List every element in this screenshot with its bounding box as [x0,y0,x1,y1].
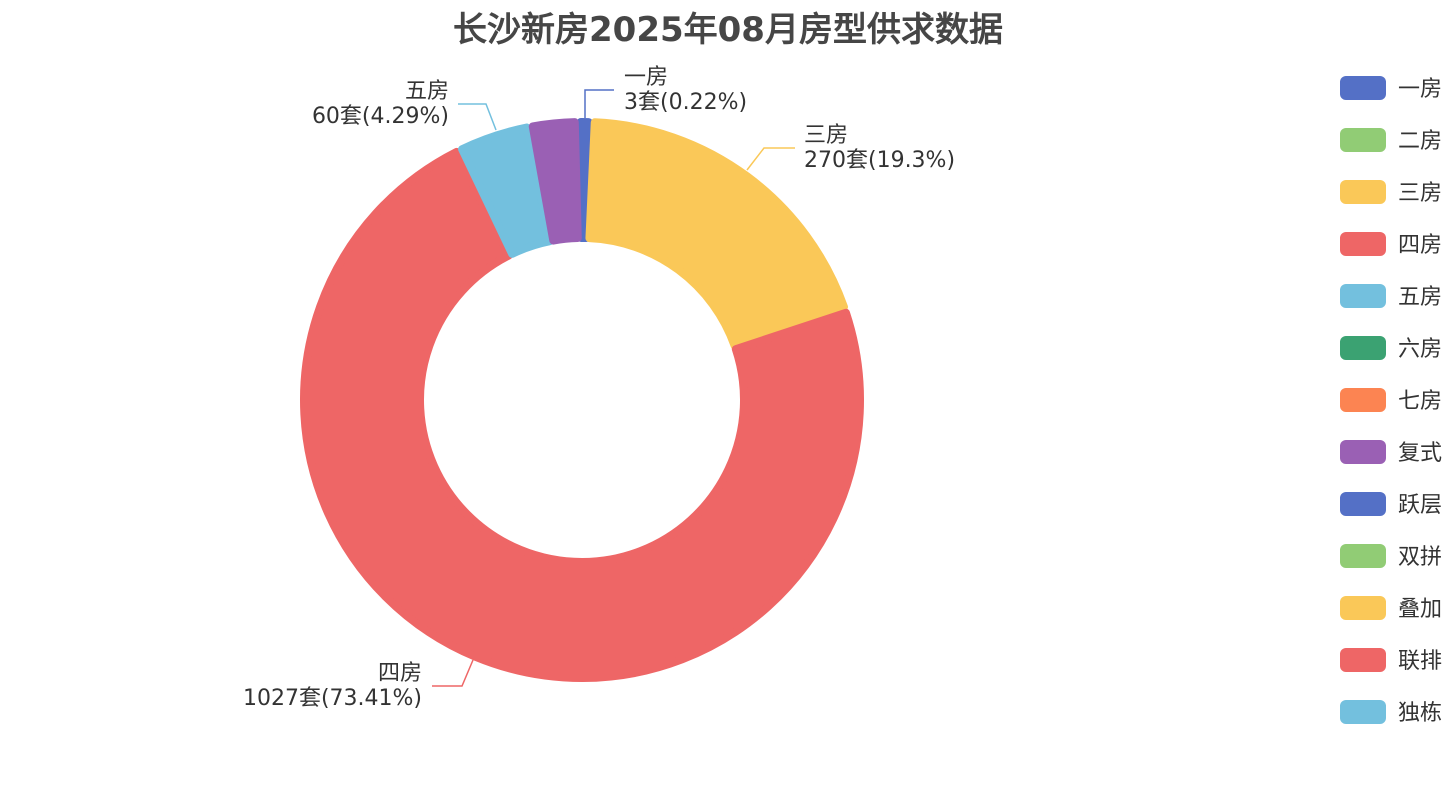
chart-title: 长沙新房2025年08月房型供求数据 [453,10,1003,50]
legend-label: 三房 [1398,181,1442,206]
slice-label-value-四房: 1027套(73.41%) [243,686,422,711]
legend-swatch [1340,76,1386,100]
legend-label: 四房 [1398,233,1442,258]
legend-item-五房[interactable]: 五房 [1340,284,1442,310]
leader-line-五房 [458,103,497,131]
legend-swatch [1340,596,1386,620]
legend-item-四房[interactable]: 四房 [1340,232,1442,258]
pie-slice-三房[interactable] [585,118,848,350]
legend-swatch [1340,648,1386,672]
legend-swatch [1340,388,1386,412]
legend-label: 六房 [1398,337,1442,362]
slice-label-value-三房: 270套(19.3%) [804,148,955,173]
slice-label-name-一房: 一房 [624,65,668,90]
legend-item-二房[interactable]: 二房 [1340,128,1442,154]
legend-swatch [1340,336,1386,360]
legend-label: 二房 [1398,129,1442,154]
slice-label-value-一房: 3套(0.22%) [624,90,747,115]
legend-label: 跃层 [1398,493,1442,518]
slice-label-name-四房: 四房 [378,661,422,686]
legend-label: 五房 [1398,285,1442,310]
pie-slice-复式[interactable] [528,118,582,245]
legend-swatch [1340,232,1386,256]
legend-item-六房[interactable]: 六房 [1340,336,1442,362]
legend-item-复式[interactable]: 复式 [1340,440,1442,466]
legend-item-跃层[interactable]: 跃层 [1340,492,1442,518]
legend-label: 双拼 [1398,545,1442,570]
pie-slice-四房[interactable] [300,147,864,682]
slices-layer [300,118,864,682]
legend-item-三房[interactable]: 三房 [1340,180,1442,206]
slice-label-name-三房: 三房 [804,123,848,148]
slice-label-name-五房: 五房 [405,79,449,104]
legend-item-叠加[interactable]: 叠加 [1340,596,1442,622]
legend-swatch [1340,284,1386,308]
legend-item-联排[interactable]: 联排 [1340,648,1442,674]
legend-label: 七房 [1398,389,1442,414]
legend-label: 一房 [1398,77,1442,102]
legend-item-七房[interactable]: 七房 [1340,388,1442,414]
leader-line-四房 [432,659,474,687]
legend-item-一房[interactable]: 一房 [1340,76,1442,102]
legend-swatch [1340,180,1386,204]
pie-slice-五房[interactable] [458,123,554,258]
legend-label: 联排 [1398,649,1442,674]
legend-swatch [1340,700,1386,724]
legend-swatch [1340,440,1386,464]
legend-swatch [1340,492,1386,516]
legend-swatch [1340,128,1386,152]
legend-label: 复式 [1398,441,1442,466]
legend-item-双拼[interactable]: 双拼 [1340,544,1442,570]
legend-item-独栋[interactable]: 独栋 [1340,700,1442,726]
legend-label: 独栋 [1398,701,1442,726]
legend-swatch [1340,544,1386,568]
slice-label-value-五房: 60套(4.29%) [312,104,449,129]
leader-line-一房 [584,89,614,118]
legend-label: 叠加 [1398,597,1442,622]
leader-line-三房 [746,147,795,171]
